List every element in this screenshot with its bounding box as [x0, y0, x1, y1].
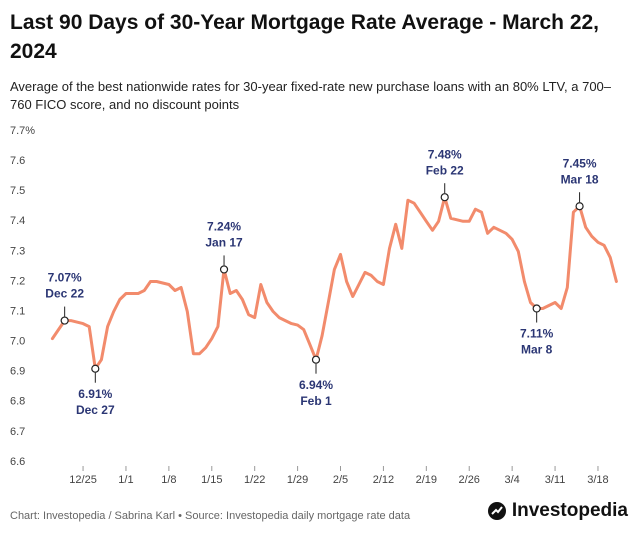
annotation-date: Mar 8	[521, 343, 553, 357]
x-tick-label: 3/18	[587, 474, 608, 486]
annotation-value: 6.91%	[78, 387, 112, 401]
annotation-value: 7.11%	[520, 327, 554, 341]
annotation-value: 6.94%	[299, 378, 333, 392]
x-tick-label: 12/25	[69, 474, 97, 486]
x-tick-label: 1/22	[244, 474, 265, 486]
y-tick-label: 7.5	[10, 185, 25, 197]
annotation-point	[575, 202, 584, 211]
y-tick-label: 7.4	[10, 215, 25, 227]
annotation-value: 7.24%	[207, 220, 241, 234]
y-tick-label: 7.3	[10, 245, 25, 257]
x-tick-label: 1/8	[161, 474, 176, 486]
y-tick-label: 7.7%	[10, 125, 35, 137]
annotation-value: 7.48%	[428, 147, 462, 161]
annotation-point	[311, 355, 321, 364]
annotation-value: 7.07%	[48, 271, 82, 285]
y-tick-label: 6.7	[10, 426, 25, 438]
x-tick-label: 3/11	[545, 474, 566, 486]
annotation-point	[532, 304, 541, 313]
x-tick-label: 1/15	[201, 474, 222, 486]
annotation-date: Mar 18	[561, 172, 599, 186]
y-tick-label: 6.9	[10, 366, 25, 378]
chart-subtitle: Average of the best nationwide rates for…	[10, 79, 612, 112]
annotation-point	[91, 364, 100, 373]
brand-name: Investopedia	[511, 500, 628, 521]
y-tick-label: 6.8	[10, 396, 25, 408]
annotation-point	[440, 193, 449, 202]
source-note: Chart: Investopedia / Sabrina Karl • Sou…	[10, 510, 411, 522]
x-tick-label: 2/5	[333, 474, 348, 486]
x-tick-label: 2/12	[373, 474, 394, 486]
annotation-date: Jan 17	[205, 236, 243, 250]
y-tick-label: 7.1	[10, 305, 25, 317]
x-tick-label: 2/26	[459, 474, 480, 486]
annotation-date: Dec 27	[76, 403, 115, 417]
annotation-point	[60, 316, 69, 325]
rate-line	[50, 195, 618, 371]
logo-icon	[487, 502, 506, 520]
chart-title: Last 90 Days of 30-Year Mortgage Rate Av…	[10, 11, 600, 63]
y-tick-label: 7.0	[10, 336, 25, 348]
annotation-point	[219, 265, 229, 274]
y-tick-label: 6.6	[10, 456, 25, 468]
x-tick-label: 1/1	[118, 474, 133, 486]
annotation-value: 7.45%	[563, 156, 597, 170]
brand-logo: Investopedia	[487, 500, 628, 522]
annotation-date: Dec 22	[45, 287, 84, 301]
x-tick-label: 3/4	[505, 474, 520, 486]
x-tick-label: 1/29	[287, 474, 308, 486]
x-tick-label: 2/19	[416, 474, 437, 486]
annotation-date: Feb 1	[300, 394, 332, 408]
annotation-date: Feb 22	[426, 163, 464, 177]
y-tick-label: 7.6	[10, 155, 25, 167]
y-tick-label: 7.2	[10, 275, 25, 287]
